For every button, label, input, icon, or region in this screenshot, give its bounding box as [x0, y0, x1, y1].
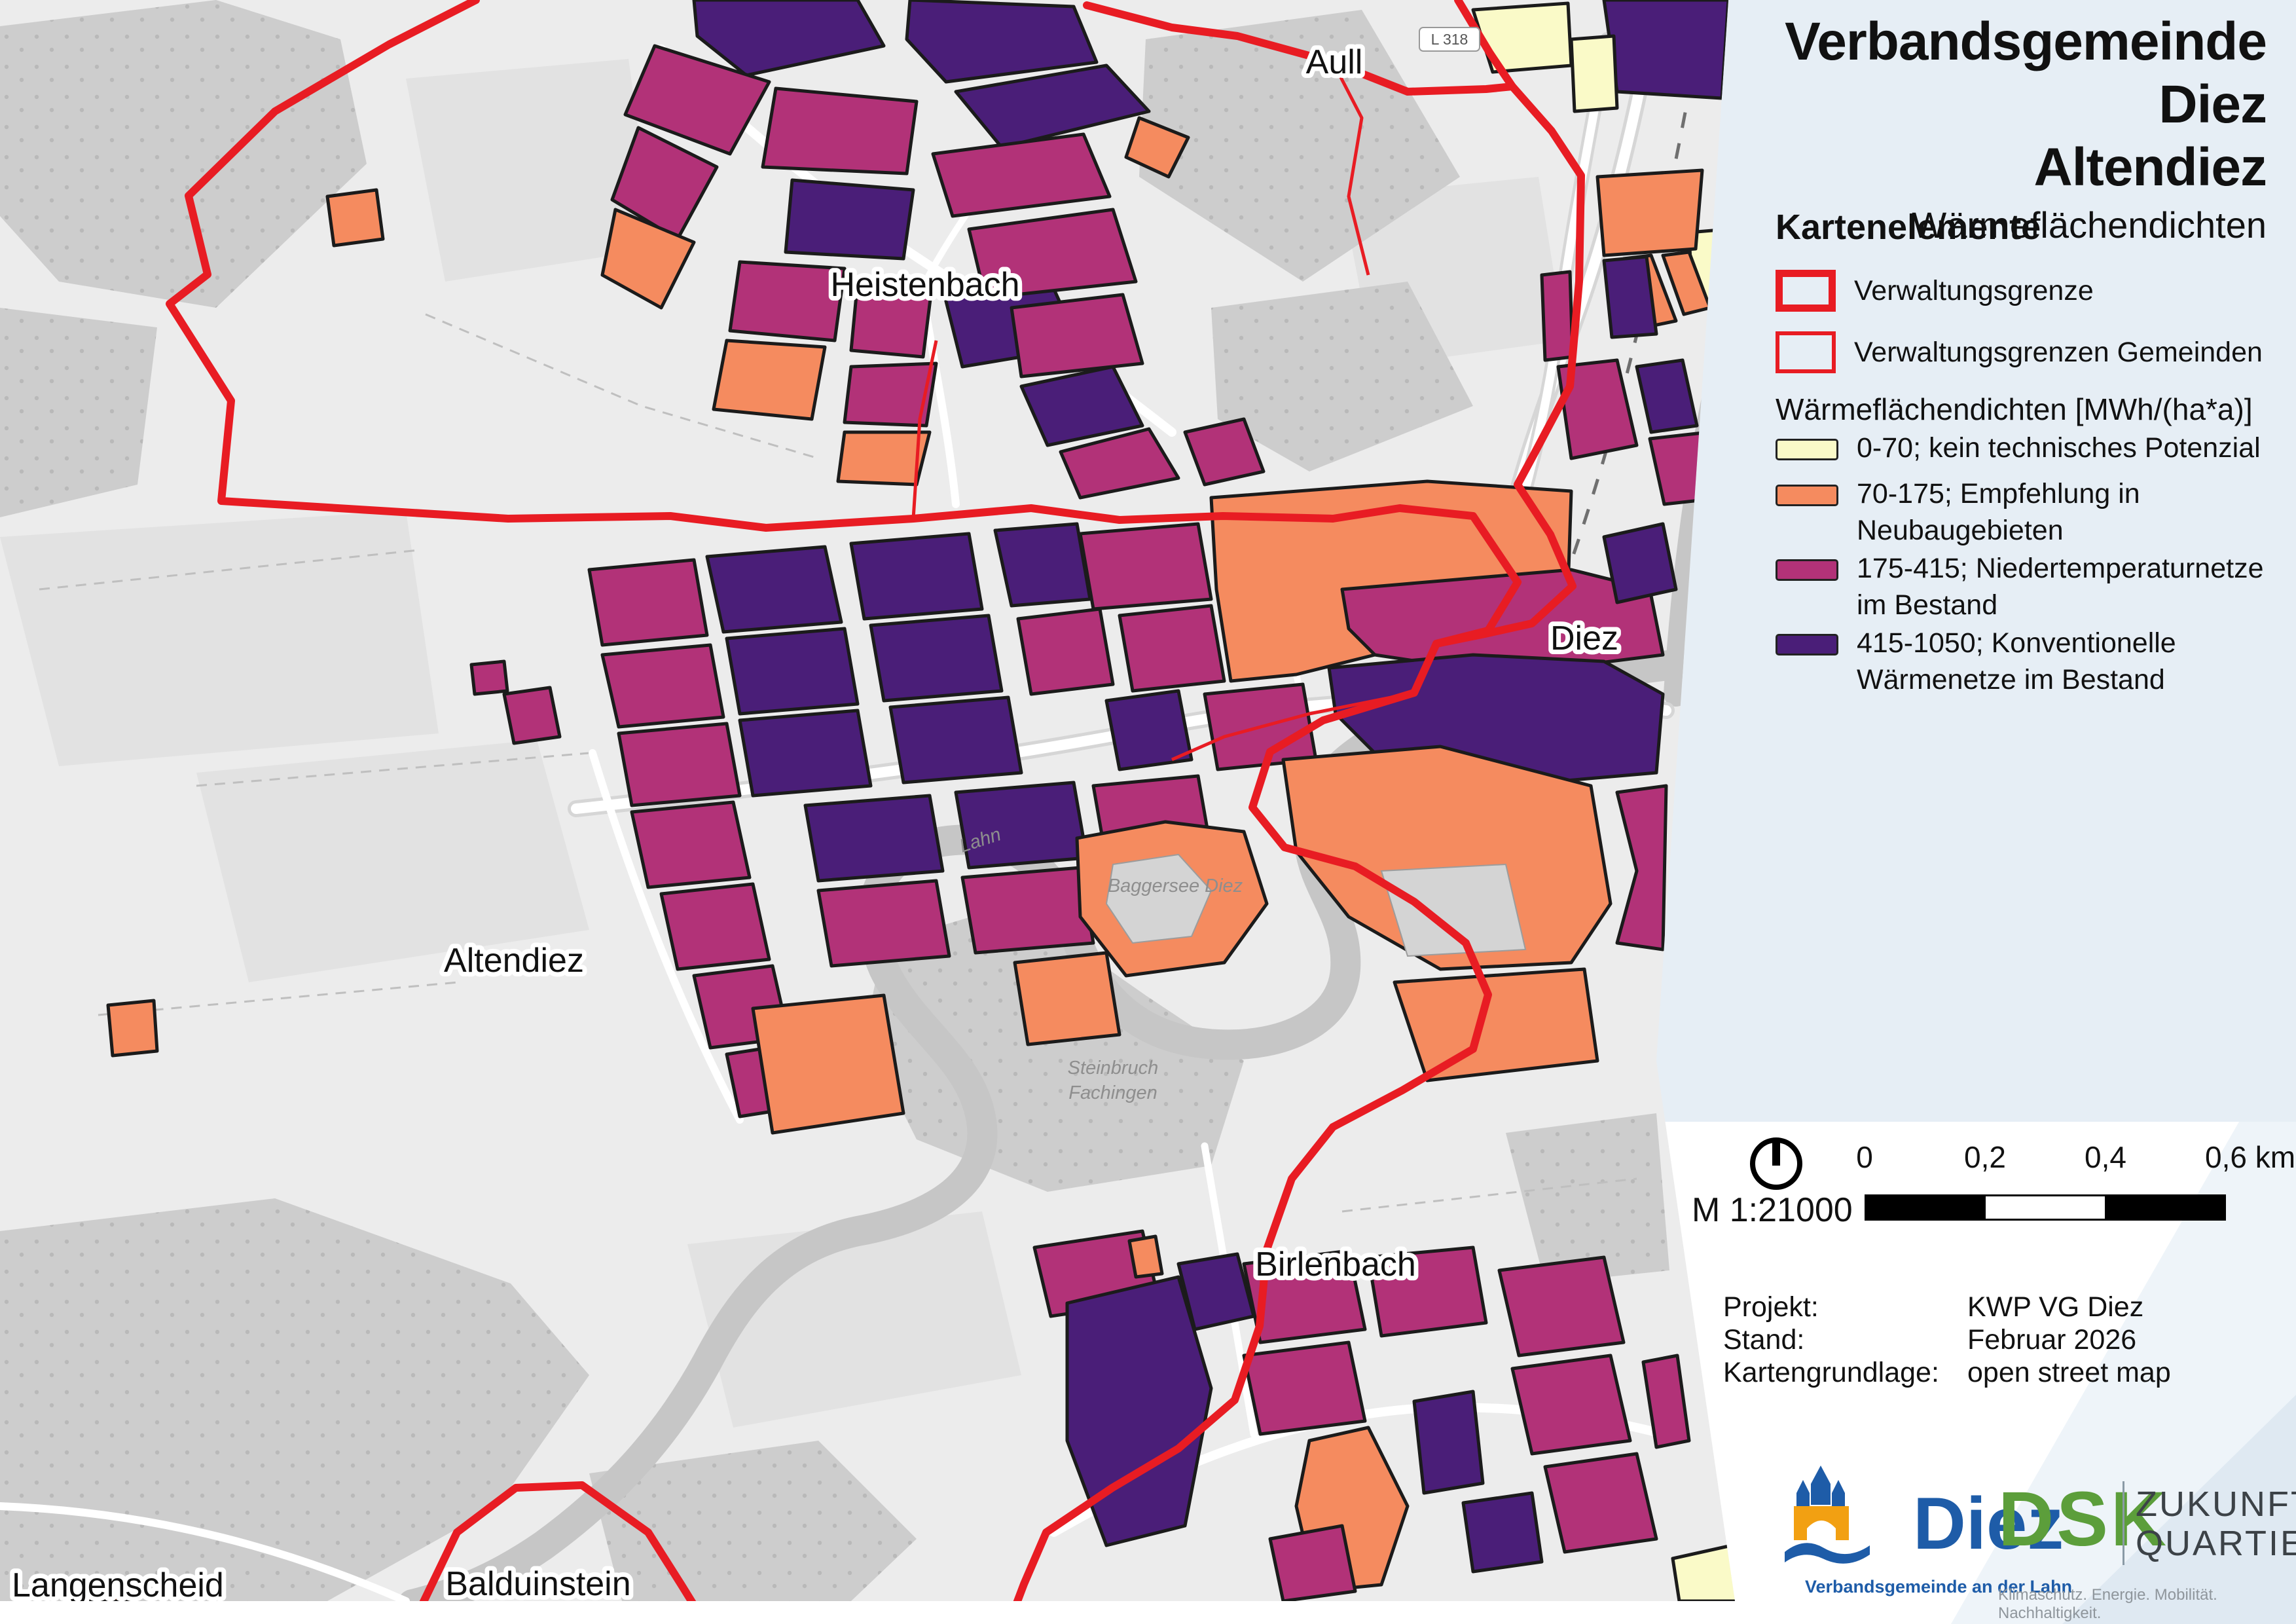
title-subtitle: Wärmeflächendichten: [1912, 204, 2267, 246]
scale-bar: [1865, 1194, 2226, 1221]
map-title-block: Verbandsgemeinde Diez Altendiez Wärmeflä…: [1743, 10, 2267, 251]
dsk-logo-divider: [2123, 1481, 2124, 1565]
dsk-zukunft: ZUKUNFT: [2136, 1485, 2296, 1524]
langenscheid-patch: [60, 1578, 136, 1601]
legend-item-label: Verwaltungsgrenzen Gemeinden: [1854, 336, 2263, 368]
density-item-label: 70-175; Empfehlung in Neubaugebieten: [1857, 478, 2140, 546]
density-item-175-415: 175-415; Niedertemperaturnetze im Bestan…: [1776, 550, 2276, 623]
legend-item-verwaltungsgrenzen-gemeinden: Verwaltungsgrenzen Gemeinden: [1776, 331, 2263, 373]
field-boundaries: [39, 313, 1637, 1213]
density-item-label: 175-415; Niedertemperaturnetze im Bestan…: [1857, 553, 2264, 621]
altendiez-cluster: [106, 479, 1573, 1135]
project-label: Projekt:: [1723, 1291, 1819, 1323]
density-item-415-1050: 415-1050; Konventionelle Wärmenetze im B…: [1776, 625, 2276, 698]
label-balduinstein: Balduinstein: [445, 1565, 630, 1603]
scale-bar-segment: [2105, 1196, 2224, 1219]
density-item-label: 415-1050; Konventionelle Wärmenetze im B…: [1857, 627, 2176, 695]
density-item-0-70: 0-70; kein technisches Potenzial: [1776, 430, 2276, 466]
svg-text:Steinbruch: Steinbruch: [1068, 1058, 1159, 1079]
diez-logo-text: Diez: [1913, 1483, 2064, 1564]
label-birlenbach: Birlenbach: [1255, 1246, 1416, 1283]
legend-item-verwaltungsgrenze: Verwaltungsgrenze: [1776, 270, 2094, 312]
label-aull: Aull: [1306, 43, 1363, 81]
density-swatch-yellow: [1776, 439, 1838, 460]
label-diez: Diez: [1550, 619, 1618, 657]
title-line-1: Verbandsgemeinde Diez: [1785, 12, 2267, 134]
scale-tick-02: 0,2: [1964, 1140, 2006, 1174]
title-line-2: Altendiez: [2033, 138, 2267, 197]
forest-patches: [0, 0, 1669, 1601]
dsk-tagline: Klimaschutz. Energie. Mobilität. Nachhal…: [1998, 1586, 2217, 1622]
road-badge: L 318: [1419, 27, 1480, 52]
scale-bar-segment: [1867, 1196, 1986, 1219]
legend-item-label: Verwaltungsgrenze: [1854, 274, 2094, 306]
dsk-logo-text: DSK: [1998, 1476, 2170, 1562]
project-value: KWP VG Diez: [1967, 1291, 2144, 1323]
stand-value: Februar 2026: [1967, 1324, 2137, 1356]
kartengrundlage-label: Kartengrundlage:: [1723, 1357, 1939, 1388]
svg-text:Baggersee Diez: Baggersee Diez: [1108, 876, 1243, 896]
label-langenscheid: Langenscheid: [12, 1566, 224, 1604]
label-heistenbach: Heistenbach: [830, 266, 1019, 304]
decorative-triangles: [1951, 1122, 2296, 1624]
svg-text:L 318: L 318: [1431, 31, 1468, 48]
gemeindegrenzen: [911, 61, 1415, 762]
stand-label: Stand:: [1723, 1324, 1805, 1356]
birlenbach-cluster: [1032, 1229, 1735, 1601]
scale-tick-0: 0: [1856, 1140, 1873, 1174]
svg-text:Fachingen: Fachingen: [1068, 1082, 1157, 1103]
label-altendiez: Altendiez: [444, 942, 584, 980]
diez-logo-subtitle: Verbandsgemeinde an der Lahn: [1804, 1577, 2073, 1596]
diez-logo-icon: [1785, 1466, 1870, 1564]
density-swatch-orange: [1776, 485, 1838, 506]
aull-edge-cluster: [1471, 0, 1730, 506]
verwaltungsgrenze-swatch: [1776, 270, 1836, 312]
density-item-label: 0-70; kein technisches Potenzial: [1857, 432, 2261, 464]
density-swatch-magenta: [1776, 559, 1838, 581]
verwaltungsgrenzen-gemeinden-swatch: [1776, 331, 1836, 373]
verwaltungsgrenze: [166, 0, 1585, 1601]
north-arrow-icon: [1750, 1137, 1802, 1190]
scale-tick-06: 0,6 km: [2205, 1140, 2296, 1174]
density-item-70-175: 70-175; Empfehlung in Neubaugebieten: [1776, 475, 2276, 549]
heistenbach-cluster: [325, 0, 1266, 500]
dsk-quartier: QUARTIER: [2136, 1524, 2296, 1563]
scale-bar-segment: [1986, 1196, 2105, 1219]
density-swatch-purple: [1776, 634, 1838, 655]
scale-tick-04: 0,4: [2085, 1140, 2126, 1174]
density-heading: Wärmeflächendichten [MWh/(ha*a)]: [1776, 392, 2253, 426]
legend-heading: Kartenelemente: [1776, 208, 2041, 247]
town-labels: Aull Heistenbach Diez Altendiez Birlenba…: [7, 39, 1623, 1604]
kartengrundlage-value: open street map: [1967, 1357, 2171, 1388]
scale-ratio: M 1:21000: [1692, 1191, 1853, 1229]
